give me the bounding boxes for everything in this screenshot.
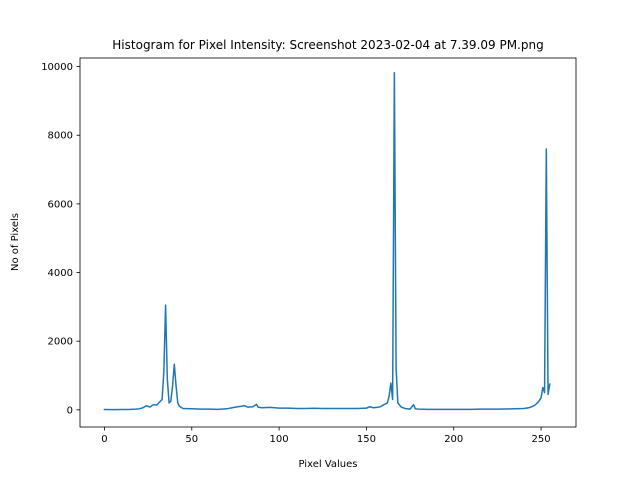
chart-title: Histogram for Pixel Intensity: Screensho… [112,38,543,52]
plot-area [79,57,577,428]
y-axis-ticks: 0 2000 4000 6000 8000 10000 [41,62,80,416]
plot-background [80,58,576,427]
x-tick-label: 150 [357,434,376,445]
y-axis-label: No of Pixels [10,213,21,271]
y-tick-label: 2000 [48,337,73,348]
x-tick-label: 0 [101,434,107,445]
x-tick-label: 200 [444,434,463,445]
x-tick-label: 100 [270,434,289,445]
y-tick-label: 0 [67,405,73,416]
series-line-0 [103,72,551,411]
x-axis-label: Pixel Values [299,459,358,470]
x-axis-ticks: 0 50 100 150 200 250 [101,427,551,445]
y-tick-label: 10000 [41,62,73,73]
x-tick-label: 50 [185,434,198,445]
x-tick-label: 250 [532,434,551,445]
y-tick-label: 6000 [48,199,73,210]
y-tick-label: 4000 [48,268,73,279]
axes-frame [79,57,577,428]
y-tick-label: 8000 [48,131,73,142]
